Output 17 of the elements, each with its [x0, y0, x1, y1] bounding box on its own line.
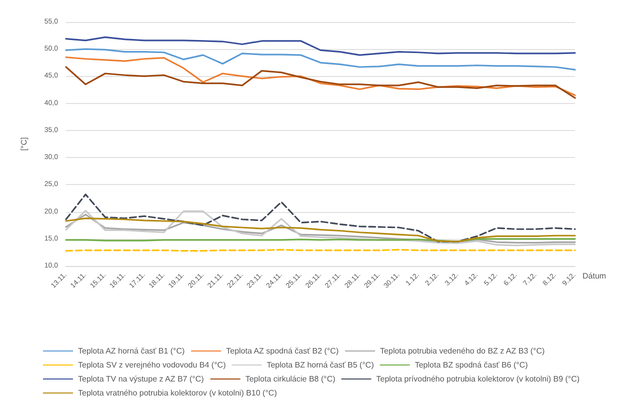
- legend-label: Teplota cirkulácie B8 (°C): [245, 374, 336, 384]
- line-series: [65, 48, 576, 71]
- legend-label: Teplota SV z verejného vodovodu B4 (°C): [78, 360, 226, 370]
- legend-label: Teplota BZ spodná časť B6 (°C): [414, 360, 528, 370]
- line-series: [65, 36, 576, 56]
- line-series: [65, 194, 576, 242]
- legend-label: Teplota AZ horná časť B1 (°C): [78, 346, 186, 356]
- line-series: [65, 66, 576, 99]
- legend-label: Teplota AZ spodná časť B2 (°C): [226, 346, 339, 356]
- x-axis-title: Dátum: [582, 272, 606, 280]
- line-series: [65, 56, 576, 96]
- legend-label: Teplota potrubia vedeného do BZ z AZ B3 (°C): [380, 346, 546, 356]
- y-axis-title: [°C]: [20, 137, 28, 151]
- legend-label: Teplota TV na výstupe z AZ B7 (°C): [78, 374, 204, 384]
- legend-label: Teplota vratného potrubia kolektorov (v kotolni) B10 (°C): [78, 388, 278, 398]
- legend-label: Teplota BZ horná časť B5 (°C): [266, 360, 374, 370]
- legend-label: Teplota prívodného potrubia kolektorov (v kotolni) B9 (°C): [376, 374, 580, 384]
